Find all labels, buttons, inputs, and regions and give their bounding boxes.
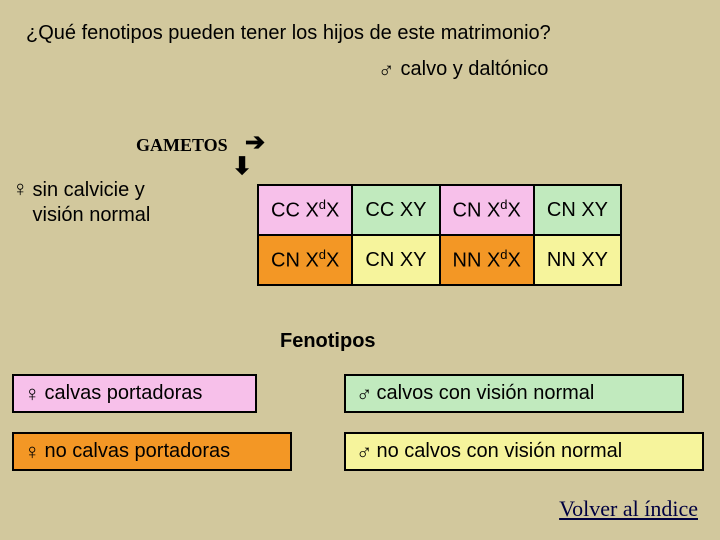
female-icon: ♀ (24, 441, 41, 463)
female-line1: sin calvicie y (33, 179, 145, 201)
female-parent: ♀ sin calvicie y visión normal (12, 178, 150, 228)
punnett-cell: CN XdX (440, 185, 534, 235)
punnett-cell: CC XY (352, 185, 439, 235)
punnett-cell: NN XY (534, 235, 621, 285)
punnett-square: CC XdXCC XYCN XdXCN XYCN XdXCN XYNN XdXN… (257, 184, 622, 286)
male-parent: ♂ calvo y daltónico (378, 58, 548, 81)
phenotype-1: ♀ calvas portadoras (12, 374, 257, 413)
phenotype-box-4: ♂ no calvos con visión normal (344, 432, 704, 471)
gametos-label: GAMETOS (136, 135, 228, 156)
phenotype-4: ♂ no calvos con visión normal (344, 432, 704, 471)
phenotype-text-1: calvas portadoras (45, 382, 203, 405)
punnett-cell: CN XY (534, 185, 621, 235)
phenotype-text-4: no calvos con visión normal (377, 440, 623, 463)
punnett-cell: CN XY (352, 235, 439, 285)
male-icon: ♂ (356, 441, 373, 463)
index-link[interactable]: Volver al índice (559, 496, 698, 522)
male-parent-text: calvo y daltónico (401, 58, 549, 81)
female-line2: visión normal (33, 204, 151, 226)
fenotipos-heading: Fenotipos (280, 330, 376, 353)
male-icon: ♂ (356, 383, 373, 405)
male-icon: ♂ (378, 59, 395, 81)
phenotype-text-2: calvos con visión normal (377, 382, 595, 405)
punnett-cell: NN XdX (440, 235, 534, 285)
phenotype-box-3: ♀ no calvas portadoras (12, 432, 292, 471)
female-icon: ♀ (12, 178, 29, 200)
phenotype-box-1: ♀ calvas portadoras (12, 374, 257, 413)
phenotype-box-2: ♂ calvos con visión normal (344, 374, 684, 413)
phenotype-3: ♀ no calvas portadoras (12, 432, 292, 471)
female-icon: ♀ (24, 383, 41, 405)
phenotype-text-3: no calvas portadoras (45, 440, 231, 463)
arrow-down-icon: ⬇ (232, 152, 252, 181)
question-text: ¿Qué fenotipos pueden tener los hijos de… (26, 22, 551, 45)
punnett-cell: CN XdX (258, 235, 352, 285)
phenotype-2: ♂ calvos con visión normal (344, 374, 684, 413)
punnett-cell: CC XdX (258, 185, 352, 235)
female-parent-text: sin calvicie y visión normal (33, 178, 151, 228)
